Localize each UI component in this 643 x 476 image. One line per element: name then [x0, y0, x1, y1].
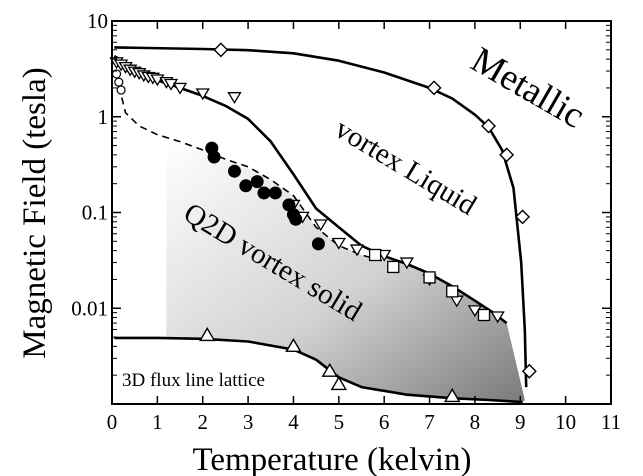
x-tick-label: 8	[470, 410, 481, 434]
marker-triangle-down	[331, 237, 346, 250]
marker-square-open	[477, 308, 491, 322]
marker-diamond	[521, 363, 537, 379]
marker-circle-filled	[227, 164, 241, 178]
marker-circle-filled	[257, 186, 271, 200]
marker-diamond	[426, 80, 442, 96]
x-tick-label: 9	[515, 410, 526, 434]
x-tick-label: 1	[152, 410, 163, 434]
x-tick-label: 10	[555, 410, 576, 434]
marker-diamond	[499, 147, 515, 163]
marker-triangle-down	[349, 244, 365, 257]
y-tick-label: 1	[98, 105, 109, 129]
marker-triangle-up	[285, 337, 302, 353]
vortex-solid-shaded-region	[166, 138, 525, 402]
marker-circle-filled	[250, 175, 264, 189]
marker-square-open	[387, 260, 400, 274]
x-tick-label: 4	[288, 410, 299, 434]
marker-diamond	[515, 209, 531, 225]
x-tick-label: 2	[197, 410, 208, 434]
marker-triangle-down	[399, 257, 415, 270]
axis-ticks: 0 1 2 3 4 5 6 7 8 9 10 11 10 1 0.1 0.01	[71, 9, 621, 434]
marker-circle-filled	[207, 150, 221, 164]
label-vortex-liquid: vortex Liquid	[329, 113, 482, 222]
marker-diamond	[213, 42, 229, 58]
marker-circle-filled	[289, 212, 303, 226]
x-tick-label: 5	[334, 410, 345, 434]
marker-triangle-up	[444, 388, 461, 403]
vortex-solid-shading	[166, 138, 525, 402]
marker-circle-open	[116, 85, 126, 95]
marker-triangle-down	[195, 88, 210, 101]
y-tick-label: 10	[87, 9, 108, 33]
x-tick-label: 0	[107, 410, 118, 434]
y-axis-title: Magnetic Field (tesla)	[17, 67, 53, 358]
x-tick-label: 7	[424, 410, 435, 434]
marker-square-open	[423, 271, 436, 284]
marker-diamond	[481, 118, 497, 134]
marker-triangle-down	[490, 311, 505, 324]
x-axis-title: Temperature (kelvin)	[193, 442, 472, 476]
x-tick-label: 11	[601, 410, 621, 434]
marker-triangle-up	[330, 376, 348, 391]
marker-circle-filled	[239, 179, 253, 193]
marker-triangle-down	[313, 219, 328, 232]
data-markers	[109, 42, 537, 403]
marker-triangle-up	[321, 362, 338, 377]
marker-circle-filled	[311, 237, 325, 251]
y-tick-label: 0.01	[71, 296, 108, 320]
marker-triangle-down	[227, 92, 242, 104]
y-tick-label: 0.1	[82, 201, 108, 225]
marker-circle-open	[114, 77, 124, 87]
marker-square-open	[446, 285, 459, 298]
x-tick-label: 6	[379, 410, 390, 434]
curve-upper-critical	[114, 46, 528, 388]
label-3d-flux-line-lattice: 3D flux line lattice	[122, 370, 265, 391]
marker-triangle-down	[172, 82, 188, 95]
x-tick-label: 3	[243, 410, 254, 434]
marker-circle-filled	[268, 186, 282, 200]
marker-triangle-up	[199, 327, 216, 342]
marker-square-open	[368, 248, 382, 262]
